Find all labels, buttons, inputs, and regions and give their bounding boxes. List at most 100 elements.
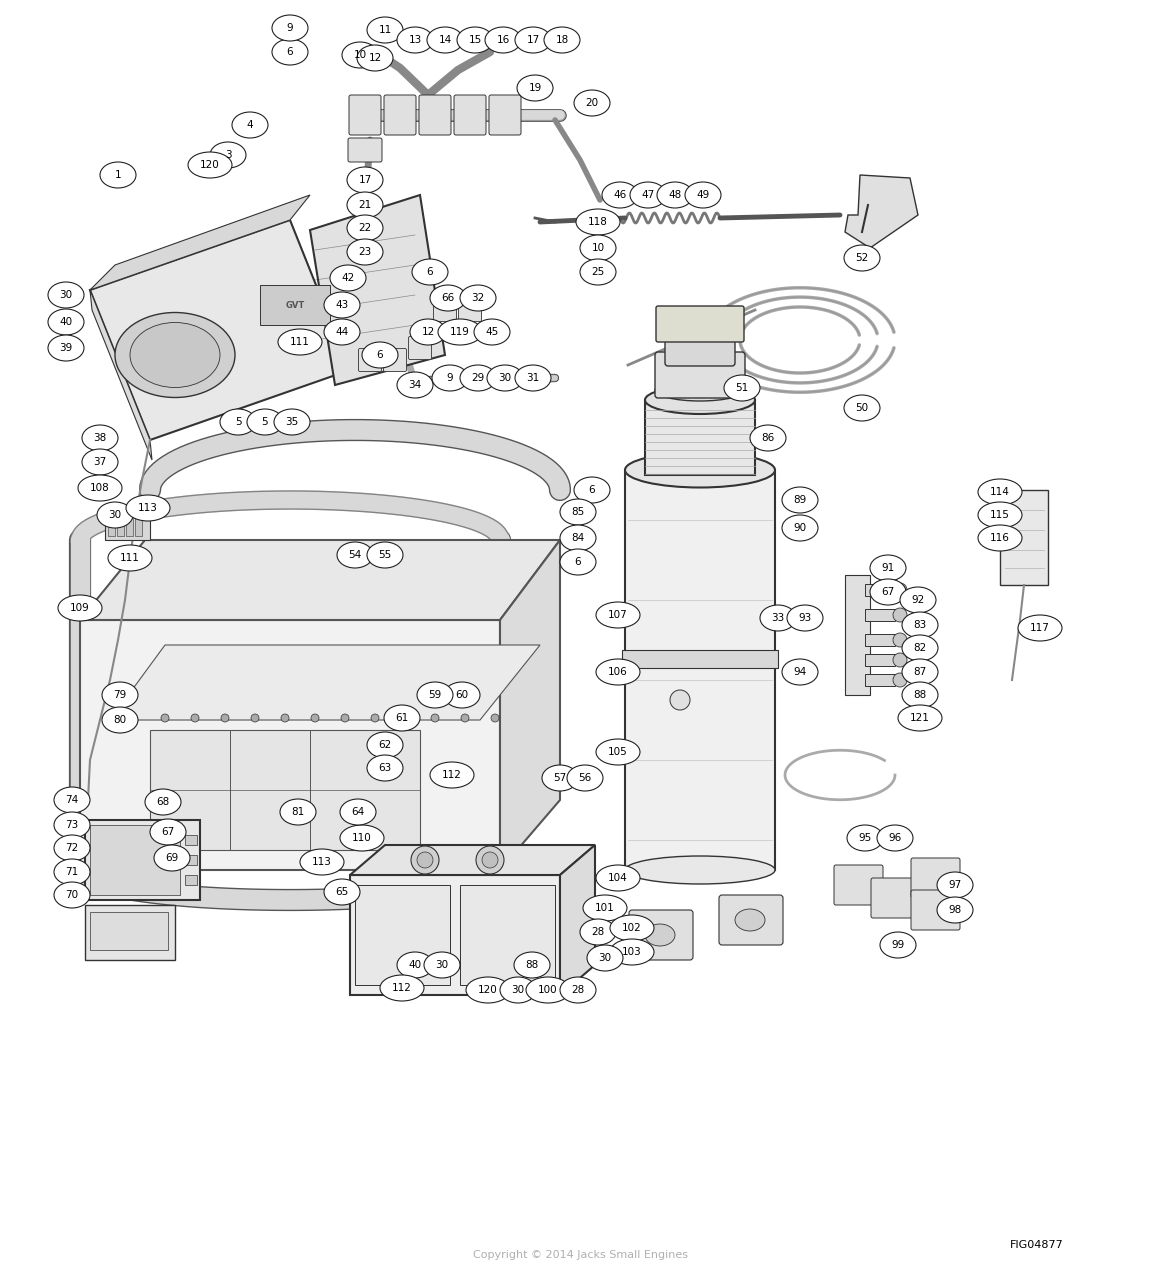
Text: 42: 42: [341, 273, 354, 283]
Text: 121: 121: [910, 714, 930, 722]
Text: 65: 65: [336, 886, 348, 897]
Text: 61: 61: [396, 714, 409, 722]
Ellipse shape: [444, 681, 479, 708]
Text: 4: 4: [246, 120, 253, 129]
Text: 6: 6: [589, 485, 596, 494]
Ellipse shape: [685, 182, 721, 208]
Text: 44: 44: [336, 327, 348, 337]
Ellipse shape: [58, 594, 102, 621]
Ellipse shape: [424, 952, 460, 977]
Ellipse shape: [55, 835, 91, 861]
Circle shape: [401, 714, 409, 722]
Ellipse shape: [340, 825, 384, 851]
Text: 97: 97: [949, 880, 961, 890]
Ellipse shape: [844, 245, 880, 272]
Bar: [85, 904, 175, 959]
Bar: [460, 885, 555, 985]
Text: 119: 119: [450, 327, 470, 337]
Ellipse shape: [272, 38, 308, 65]
Ellipse shape: [978, 502, 1022, 528]
Circle shape: [476, 845, 504, 874]
Text: 79: 79: [114, 690, 127, 699]
Ellipse shape: [870, 555, 906, 582]
FancyBboxPatch shape: [656, 306, 744, 342]
Text: Copyright © 2014 Jacks Small Engines: Copyright © 2014 Jacks Small Engines: [473, 1250, 688, 1261]
Bar: [91, 912, 168, 951]
FancyBboxPatch shape: [383, 348, 406, 371]
Text: 23: 23: [359, 247, 372, 257]
Ellipse shape: [900, 587, 936, 614]
Polygon shape: [91, 290, 152, 460]
Ellipse shape: [500, 977, 536, 1003]
Text: 39: 39: [59, 343, 73, 354]
Text: 120: 120: [200, 160, 219, 170]
Circle shape: [251, 714, 259, 722]
Bar: [349, 875, 560, 995]
Ellipse shape: [380, 975, 424, 1000]
Ellipse shape: [188, 152, 232, 178]
Bar: [865, 655, 895, 666]
Text: 62: 62: [378, 740, 391, 749]
Ellipse shape: [625, 856, 776, 884]
Ellipse shape: [48, 336, 84, 361]
Text: 40: 40: [59, 316, 72, 327]
Text: 38: 38: [93, 433, 107, 443]
Text: 112: 112: [442, 770, 462, 780]
Text: 30: 30: [498, 373, 512, 383]
Text: 34: 34: [409, 380, 421, 389]
Ellipse shape: [760, 605, 796, 632]
Ellipse shape: [515, 365, 551, 391]
Polygon shape: [110, 646, 540, 720]
Text: 101: 101: [596, 903, 615, 913]
Text: 5: 5: [261, 418, 268, 427]
Text: 28: 28: [571, 985, 585, 995]
Ellipse shape: [82, 450, 118, 475]
Ellipse shape: [78, 475, 122, 501]
Text: 83: 83: [914, 620, 926, 630]
Text: 13: 13: [409, 35, 421, 45]
Text: 98: 98: [949, 904, 961, 915]
Text: 1: 1: [115, 170, 121, 181]
Ellipse shape: [100, 161, 136, 188]
FancyBboxPatch shape: [459, 298, 482, 322]
Bar: [1000, 491, 1048, 585]
Ellipse shape: [98, 502, 134, 528]
Ellipse shape: [102, 707, 138, 733]
Bar: [108, 509, 115, 535]
Circle shape: [372, 714, 378, 722]
Bar: [260, 284, 330, 325]
Ellipse shape: [417, 681, 453, 708]
Text: 43: 43: [336, 300, 348, 310]
Ellipse shape: [880, 933, 916, 958]
Text: 99: 99: [892, 940, 904, 951]
Text: 87: 87: [914, 667, 926, 676]
Circle shape: [893, 673, 907, 687]
Text: GVT: GVT: [286, 301, 304, 310]
Ellipse shape: [48, 309, 84, 336]
Ellipse shape: [587, 945, 623, 971]
Text: 107: 107: [608, 610, 628, 620]
Text: 5: 5: [235, 418, 241, 427]
Text: 30: 30: [59, 290, 72, 300]
FancyBboxPatch shape: [359, 348, 382, 371]
Ellipse shape: [150, 819, 186, 845]
Bar: [646, 400, 755, 475]
Ellipse shape: [486, 365, 522, 391]
Text: FIG04877: FIG04877: [1010, 1240, 1063, 1250]
Circle shape: [192, 714, 199, 722]
Ellipse shape: [347, 192, 383, 218]
Ellipse shape: [526, 977, 570, 1003]
Bar: [104, 505, 150, 541]
Bar: [625, 470, 776, 870]
Ellipse shape: [410, 319, 446, 345]
Ellipse shape: [324, 319, 360, 345]
FancyBboxPatch shape: [433, 298, 456, 322]
Text: 57: 57: [554, 772, 567, 783]
Text: 9: 9: [447, 373, 453, 383]
Bar: [117, 509, 124, 535]
Polygon shape: [500, 541, 560, 870]
Text: 91: 91: [881, 564, 895, 573]
Text: 12: 12: [421, 327, 434, 337]
Text: 16: 16: [497, 35, 510, 45]
Ellipse shape: [347, 240, 383, 265]
